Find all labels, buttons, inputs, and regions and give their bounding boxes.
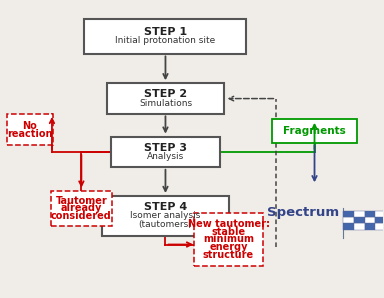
Text: Spectrum: Spectrum	[267, 206, 339, 219]
Text: Simulations: Simulations	[139, 99, 192, 108]
FancyBboxPatch shape	[272, 119, 358, 143]
FancyBboxPatch shape	[7, 114, 53, 145]
Bar	[343, 211, 354, 217]
Text: considered: considered	[51, 211, 112, 221]
Text: (tautomers): (tautomers)	[139, 220, 192, 229]
Bar	[375, 217, 384, 223]
Bar	[343, 223, 354, 229]
FancyBboxPatch shape	[51, 191, 112, 226]
Text: STEP 1: STEP 1	[144, 27, 187, 37]
Text: Tautomer: Tautomer	[56, 195, 107, 206]
FancyBboxPatch shape	[194, 213, 263, 266]
Text: stable: stable	[212, 227, 246, 237]
Text: STEP 3: STEP 3	[144, 142, 187, 153]
Text: Fragments: Fragments	[283, 126, 346, 136]
Bar	[343, 217, 354, 223]
Bar	[375, 223, 384, 229]
Bar	[364, 211, 375, 217]
Bar	[375, 211, 384, 217]
Text: energy: energy	[209, 242, 248, 252]
Bar	[354, 211, 364, 217]
Text: STEP 4: STEP 4	[144, 202, 187, 212]
Text: No: No	[22, 121, 37, 131]
FancyBboxPatch shape	[102, 196, 229, 236]
Text: minimum: minimum	[203, 235, 254, 244]
FancyBboxPatch shape	[111, 136, 220, 167]
Bar	[354, 223, 364, 229]
Text: Isomer analysis: Isomer analysis	[130, 211, 201, 220]
Bar	[364, 217, 375, 223]
FancyBboxPatch shape	[108, 83, 223, 114]
Text: reaction: reaction	[7, 128, 53, 139]
Text: STEP 2: STEP 2	[144, 89, 187, 99]
Text: Analysis: Analysis	[147, 152, 184, 161]
Text: Initial protonation site: Initial protonation site	[115, 36, 215, 45]
Bar	[364, 223, 375, 229]
Bar	[354, 217, 364, 223]
Text: New tautomer:: New tautomer:	[187, 219, 270, 229]
Text: structure: structure	[203, 250, 254, 260]
Text: already: already	[61, 203, 102, 213]
FancyBboxPatch shape	[84, 19, 247, 54]
